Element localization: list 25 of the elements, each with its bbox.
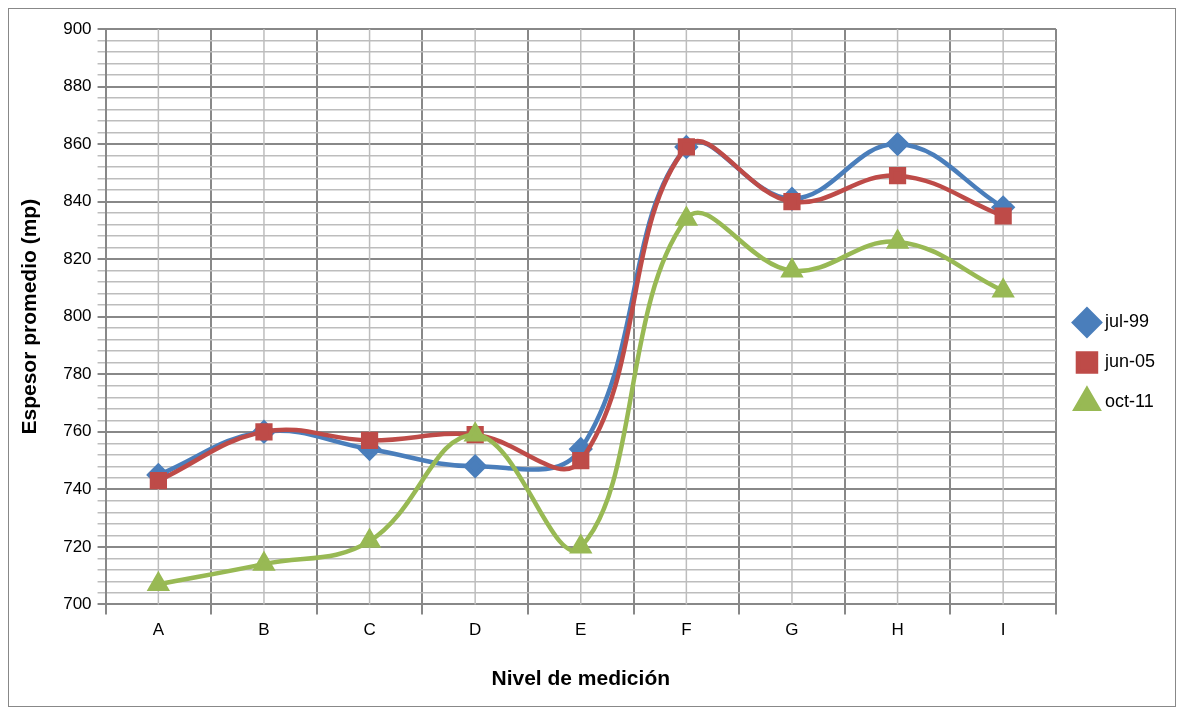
x-tick-label: D — [469, 620, 482, 640]
x-tick-label: A — [152, 620, 165, 640]
legend-label: jun-05 — [1103, 351, 1156, 372]
y-tick-label: 740 — [63, 479, 92, 499]
y-tick-label: 800 — [63, 306, 92, 326]
y-tick-label: 780 — [63, 363, 92, 383]
y-tick-label: 900 — [63, 18, 92, 38]
x-tick-label: E — [575, 620, 587, 640]
x-tick-label: H — [891, 620, 904, 640]
y-tick-label: 720 — [63, 536, 92, 556]
y-tick-label: 820 — [63, 248, 92, 268]
x-axis-title: Nivel de medición — [491, 666, 671, 690]
y-tick-label: 760 — [63, 421, 92, 441]
x-tick-label: B — [258, 620, 270, 640]
legend-label: jul-99 — [1103, 311, 1149, 332]
y-tick-label: 880 — [63, 76, 92, 96]
legend-label: oct-11 — [1104, 391, 1154, 412]
y-tick-label: 860 — [63, 133, 92, 153]
x-tick-label: C — [363, 620, 376, 640]
y-axis-title: Espesor promedio (mp) — [17, 198, 41, 435]
x-tick-label: F — [681, 620, 692, 640]
y-tick-label: 700 — [63, 594, 92, 614]
x-tick-label: I — [1000, 620, 1006, 640]
x-tick-label: G — [785, 620, 799, 640]
y-tick-label: 840 — [63, 191, 92, 211]
